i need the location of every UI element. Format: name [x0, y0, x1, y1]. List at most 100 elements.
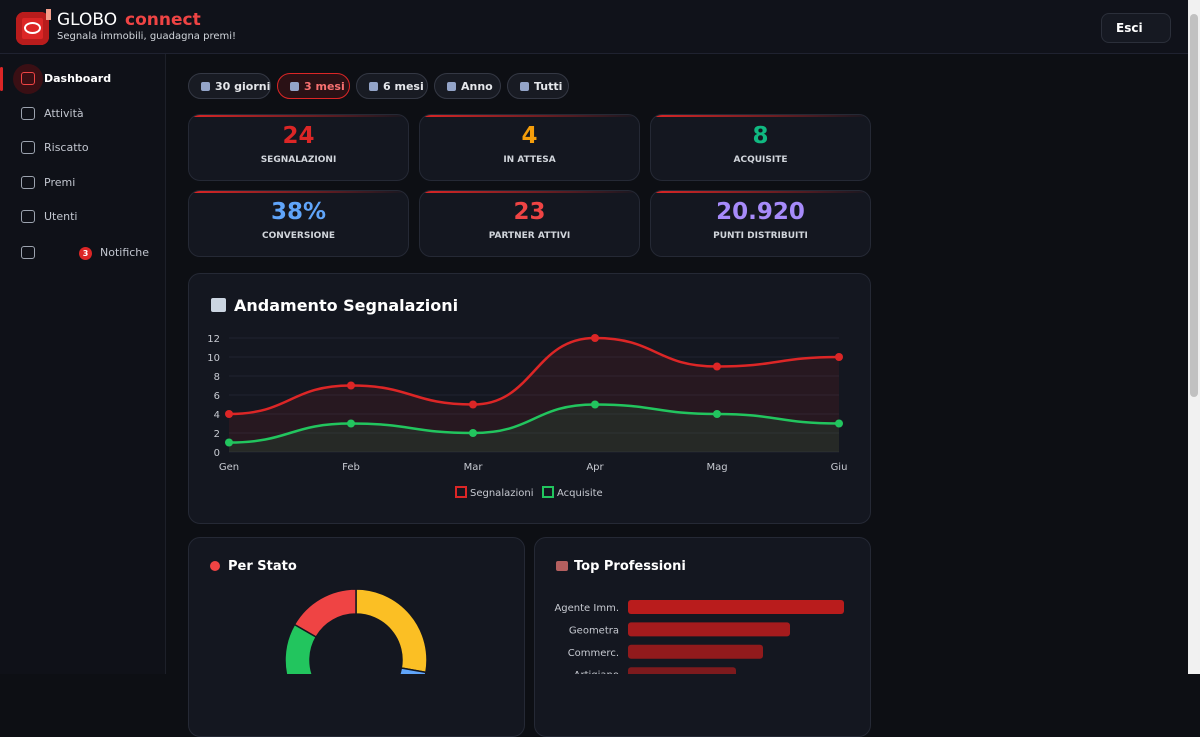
- filter-icon: [369, 82, 378, 91]
- chart-title: Top Professioni: [574, 559, 686, 574]
- bar: [628, 600, 844, 614]
- stat-card: 38% CONVERSIONE: [188, 190, 409, 257]
- y-tick-label: 10: [207, 353, 220, 364]
- stat-label: IN ATTESA: [503, 155, 556, 165]
- bar: [628, 644, 763, 659]
- nav-icon: [21, 141, 35, 154]
- filter-button[interactable]: 6 mesi: [356, 73, 428, 99]
- nav-icon: [21, 210, 35, 223]
- data-point: [347, 419, 355, 428]
- nav-item[interactable]: Premi: [44, 176, 76, 189]
- nav-icon: [21, 107, 35, 120]
- filter-icon: [290, 82, 299, 91]
- stat-card: 8 ACQUISITE: [650, 114, 871, 181]
- y-tick-label: 6: [214, 391, 220, 402]
- logout-button[interactable]: Esci: [1101, 13, 1171, 43]
- data-point: [347, 381, 355, 390]
- stat-value: 24: [282, 123, 315, 149]
- y-tick-label: 12: [207, 334, 220, 345]
- filter-button[interactable]: 3 mesi: [277, 73, 350, 99]
- brand-accent: connect: [125, 10, 201, 30]
- scrollbar-thumb: [1190, 14, 1198, 397]
- filter-label: 6 mesi: [383, 80, 424, 93]
- data-point: [713, 410, 721, 418]
- donut-slice: [398, 667, 427, 674]
- chart-title: Andamento Segnalazioni: [234, 296, 458, 315]
- stat-value: 23: [513, 199, 546, 225]
- sidebar: [0, 54, 166, 674]
- stat-card: 23 PARTNER ATTIVI: [419, 190, 640, 257]
- stat-label: PARTNER ATTIVI: [488, 231, 571, 241]
- filter-button[interactable]: Tutti: [507, 73, 569, 99]
- tagline: Segnala immobili, guadagna premi!: [57, 31, 237, 42]
- filter-label: Tutti: [534, 80, 563, 93]
- data-point: [591, 334, 599, 342]
- charts: Andamento Segnalazioni 0 2 4 6 8 10 12 Gen Feb Mar…: [207, 296, 847, 674]
- series-line: [228, 336, 840, 416]
- bar-label: Artigiano: [574, 670, 619, 674]
- legend-swatch: [542, 486, 554, 498]
- active-indicator: [0, 67, 3, 91]
- donut-slice: [355, 588, 428, 674]
- nav-icon: [21, 176, 35, 189]
- nav-item[interactable]: Utenti: [44, 210, 78, 223]
- stat-card: 20.920 PUNTI DISTRIBUITI: [650, 190, 871, 257]
- filter-label: 30 giorni: [215, 80, 271, 93]
- stat-accent: [420, 191, 639, 193]
- data-point: [591, 400, 599, 409]
- x-tick-label: Feb: [342, 462, 360, 473]
- bar-label: Geometra: [569, 625, 619, 636]
- filter-icon: [201, 82, 210, 91]
- bar-label: Commerc.: [568, 648, 619, 659]
- data-point: [713, 362, 721, 371]
- legend-label: Segnalazioni: [470, 488, 533, 499]
- stat-label: PUNTI DISTRIBUITI: [713, 231, 808, 241]
- legend-swatch: [455, 486, 467, 498]
- y-tick-label: 8: [214, 372, 220, 383]
- data-point: [835, 353, 843, 361]
- stat-card: 24 SEGNALAZIONI: [188, 114, 409, 181]
- stat-accent: [651, 115, 870, 117]
- stat-label: SEGNALAZIONI: [260, 155, 337, 165]
- series-area: [229, 404, 839, 452]
- filter-icon: [447, 82, 456, 91]
- bar-label: Agente Imm.: [554, 603, 619, 614]
- nav-item[interactable]: Attività: [44, 107, 84, 120]
- stat-accent: [420, 115, 639, 117]
- stat-label: CONVERSIONE: [262, 231, 335, 241]
- brand: GLOBO: [57, 10, 118, 30]
- logo-mark: [24, 22, 41, 34]
- donut-slice: [284, 623, 318, 674]
- x-tick-label: Gen: [219, 462, 239, 473]
- y-tick-label: 2: [214, 429, 220, 440]
- x-tick-label: Apr: [586, 462, 604, 473]
- series-line: [228, 403, 840, 444]
- stat-accent: [189, 115, 408, 117]
- stat-accent: [189, 191, 408, 193]
- legend-label: Acquisite: [557, 488, 603, 499]
- notification-badge: 3: [79, 247, 92, 260]
- data-point: [469, 429, 477, 437]
- nav-item[interactable]: Dashboard: [44, 72, 112, 85]
- title-icon: [556, 561, 568, 571]
- filter-button[interactable]: Anno: [434, 73, 501, 99]
- nav-icon: [21, 72, 35, 85]
- x-tick-label: Mag: [706, 462, 727, 473]
- filter-label: Anno: [461, 80, 493, 93]
- stat-label: ACQUISITE: [733, 155, 788, 165]
- nav-item[interactable]: Riscatto: [44, 141, 89, 154]
- title-icon: [210, 561, 220, 571]
- filter-button[interactable]: 30 giorni: [188, 73, 271, 99]
- logout-label: Esci: [1116, 21, 1143, 35]
- nav-item[interactable]: Notifiche: [100, 246, 150, 259]
- data-point: [225, 410, 233, 418]
- data-point: [225, 438, 233, 447]
- chart-title: Per Stato: [228, 559, 297, 574]
- chart-card: [188, 273, 871, 524]
- stat-value: 20.920: [716, 199, 805, 225]
- bar: [628, 622, 790, 637]
- donut-slice: [293, 588, 357, 639]
